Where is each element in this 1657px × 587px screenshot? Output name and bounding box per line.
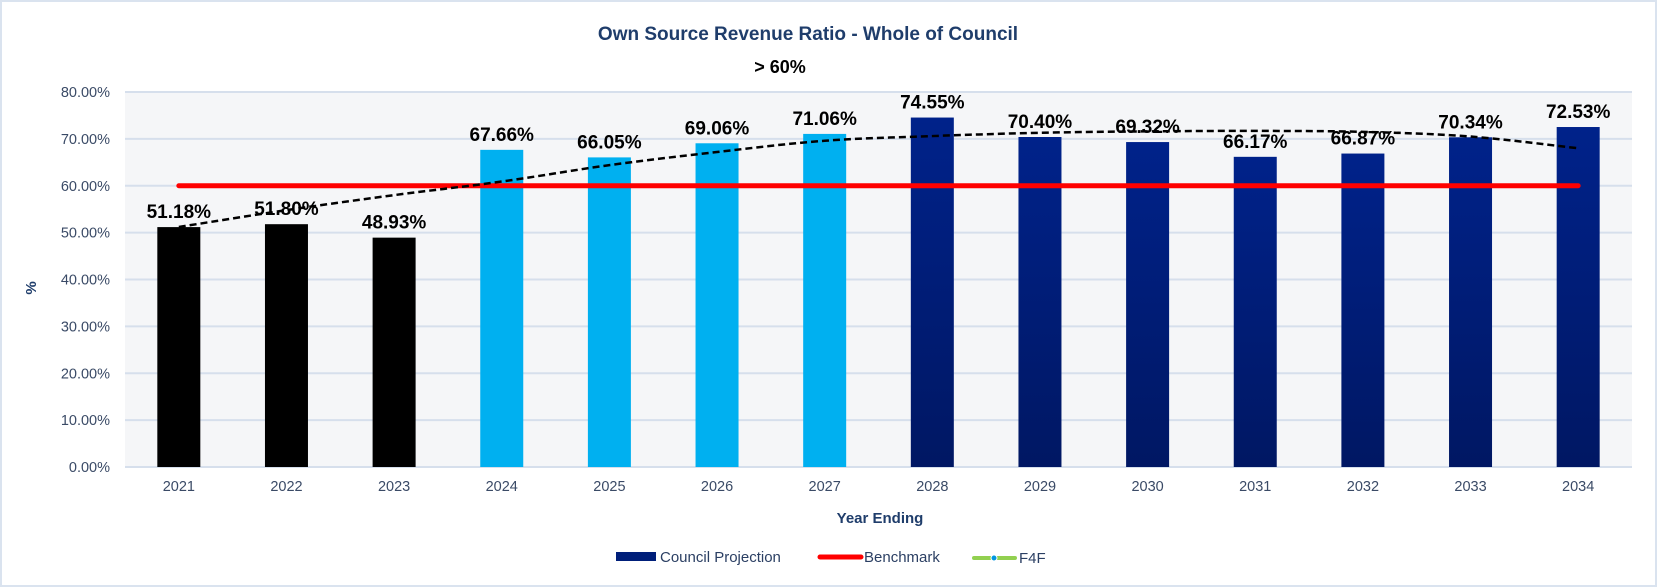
data-label: 70.40% [1008, 112, 1073, 133]
x-tick-label: 2026 [701, 479, 733, 495]
data-label: 69.32% [1115, 117, 1180, 138]
y-tick-label: 20.00% [61, 366, 110, 382]
y-axis-ticks: 0.00% 10.00% 20.00% 30.00% 40.00% 50.00% 60.00… [61, 85, 110, 476]
bar-2028 [910, 117, 954, 467]
bar-2026 [695, 143, 739, 467]
data-label: 48.93% [362, 213, 427, 234]
y-tick-label: 60.00% [61, 179, 110, 195]
data-label: 72.53% [1546, 102, 1611, 123]
legend: Council Projection Benchmark F4F [616, 549, 1046, 567]
data-label: 71.06% [792, 109, 857, 130]
x-tick-label: 2032 [1347, 479, 1379, 495]
x-axis-title: Year Ending [837, 510, 924, 527]
x-tick-label: 2022 [270, 479, 302, 495]
chart-subtitle: > 60% [754, 57, 806, 77]
legend-item-f4f[interactable]: F4F [972, 550, 1046, 567]
y-tick-label: 70.00% [61, 132, 110, 148]
bar-2021 [157, 227, 201, 467]
x-axis-ticks: 2021 2022 2023 2024 2025 2026 2027 2028 2029 2030… [163, 479, 1595, 495]
legend-swatch-bar [616, 552, 656, 561]
y-tick-label: 0.00% [69, 460, 110, 476]
data-label: 51.80% [254, 199, 319, 220]
bar-2032 [1341, 153, 1385, 467]
bar-2029 [1018, 137, 1062, 467]
bars [157, 117, 1600, 467]
legend-label: Council Projection [660, 549, 781, 566]
bar-2023 [372, 237, 416, 467]
x-tick-label: 2023 [378, 479, 410, 495]
y-tick-label: 50.00% [61, 226, 110, 242]
bar-2030 [1126, 142, 1170, 467]
y-tick-label: 40.00% [61, 273, 110, 289]
bar-2034 [1556, 127, 1600, 467]
y-tick-label: 30.00% [61, 319, 110, 335]
data-label: 66.87% [1331, 129, 1396, 150]
x-tick-label: 2029 [1024, 479, 1056, 495]
legend-label: F4F [1019, 550, 1046, 567]
x-tick-label: 2024 [486, 479, 518, 495]
bar-2027 [803, 133, 847, 467]
legend-item-benchmark[interactable]: Benchmark [817, 549, 940, 566]
x-tick-label: 2027 [809, 479, 841, 495]
data-label: 74.55% [900, 93, 965, 114]
y-tick-label: 10.00% [61, 413, 110, 429]
y-tick-label: 80.00% [61, 85, 110, 101]
x-tick-label: 2030 [1131, 479, 1163, 495]
x-tick-label: 2034 [1562, 479, 1594, 495]
data-label: 67.66% [470, 125, 535, 146]
x-tick-label: 2031 [1239, 479, 1271, 495]
chart-title: Own Source Revenue Ratio - Whole of Coun… [598, 24, 1018, 45]
legend-swatch-marker [990, 554, 998, 562]
data-label: 70.34% [1438, 112, 1503, 133]
x-tick-label: 2021 [163, 479, 195, 495]
y-axis-title: % [23, 281, 40, 294]
data-label: 66.05% [577, 132, 642, 153]
legend-label: Benchmark [864, 549, 940, 566]
bar-2031 [1233, 156, 1277, 467]
trendline [178, 129, 1579, 229]
bar-2024 [480, 149, 524, 467]
data-label: 69.06% [685, 118, 750, 139]
bar-2022 [264, 224, 308, 467]
x-tick-label: 2028 [916, 479, 948, 495]
x-tick-label: 2033 [1454, 479, 1486, 495]
bar-2025 [587, 157, 631, 467]
legend-item-council-projection[interactable]: Council Projection [616, 549, 781, 566]
bar-2033 [1449, 137, 1493, 467]
data-labels: 51.18% 51.80% 48.93% 67.66% 66.05% 69.06% 71.0… [147, 93, 1611, 234]
x-tick-label: 2025 [593, 479, 625, 495]
data-label: 51.18% [147, 202, 212, 223]
trendline-group [178, 129, 1579, 229]
data-label: 66.17% [1223, 132, 1288, 153]
